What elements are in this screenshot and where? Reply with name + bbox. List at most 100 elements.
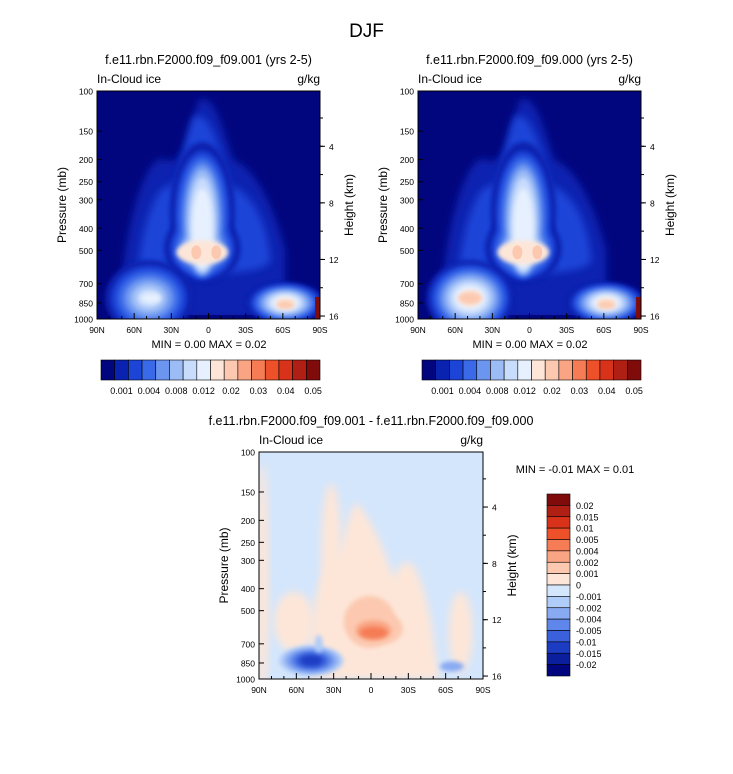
- colorbar-swatch: [546, 618, 571, 631]
- colorbar-swatch: [128, 359, 143, 381]
- colorbar-swatch: [264, 359, 280, 381]
- colorbar-swatch: [546, 641, 571, 654]
- colorbar-swatch: [546, 539, 571, 552]
- variable-label: In-Cloud ice: [97, 72, 161, 86]
- colorbar-label: 0.001: [576, 569, 599, 579]
- colorbar-swatch: [306, 359, 321, 381]
- y-right-tick-label: 16: [329, 312, 339, 322]
- colorbar-label: 0.01: [576, 524, 594, 534]
- colorbar-swatch: [546, 527, 571, 540]
- colorbar-swatch: [546, 584, 571, 597]
- x-tick-label: 60N: [289, 685, 305, 695]
- colorbar-label: 0.005: [576, 535, 599, 545]
- colorbar-swatch: [141, 359, 157, 381]
- y-tick-label: 200: [79, 155, 93, 165]
- y-tick-label: 100: [400, 87, 414, 97]
- core-peak-a: [191, 245, 202, 260]
- panel-title: f.e11.rbn.F2000.f09_f09.001 - f.e11.rbn.…: [209, 414, 534, 428]
- y-tick-label: 400: [79, 224, 93, 234]
- x-tick-label: 30S: [238, 325, 253, 335]
- colorbar-swatch: [182, 359, 198, 381]
- colorbar-label: -0.002: [576, 603, 602, 613]
- colorbar-label: 0.001: [110, 386, 133, 396]
- colorbar-label: 0.004: [138, 386, 161, 396]
- colorbar-swatch: [223, 359, 239, 381]
- y-tick-label: 850: [400, 298, 414, 308]
- colorbar-swatch: [476, 359, 491, 381]
- colorbar-label: 0.05: [304, 386, 322, 396]
- y-tick-label: 100: [241, 448, 255, 458]
- x-tick-label: 0: [206, 325, 211, 335]
- x-tick-label: 60S: [596, 325, 611, 335]
- panel-2: [417, 90, 646, 320]
- core-peak-a: [512, 245, 523, 260]
- colorbar-swatch: [421, 359, 436, 381]
- y-axis-label: Pressure (mb): [55, 167, 69, 243]
- colorbar-label: 0.002: [576, 558, 599, 568]
- diff-0.004: [359, 626, 388, 639]
- x-tick-label: 30N: [326, 685, 342, 695]
- x-tick-label: 30S: [401, 685, 416, 695]
- x-tick-label: 30S: [559, 325, 574, 335]
- stats-panel-1: MIN = 0.00 MAX = 0.02: [152, 339, 267, 351]
- antarctic-edge: [636, 296, 641, 319]
- colorbar-panel-2: 0.001 0.004 0.008 0.012 0.02 0.03 0.04 0.05: [421, 359, 643, 396]
- y-tick-label: 150: [79, 127, 93, 137]
- colorbar-swatch: [613, 359, 628, 381]
- colorbar-label: 0.012: [513, 386, 536, 396]
- y-tick-label: 400: [241, 584, 255, 594]
- diff-gap: [319, 452, 336, 472]
- colorbar-swatch: [546, 596, 571, 609]
- colorbar-swatch: [546, 607, 571, 620]
- figure-title: DJF: [349, 21, 384, 42]
- diff-positive-0: [310, 503, 440, 679]
- y-right-tick-label: 12: [329, 255, 339, 265]
- y-tick-label: 700: [241, 639, 255, 649]
- y-tick-label: 200: [400, 155, 414, 165]
- x-tick-label: 60N: [447, 325, 463, 335]
- x-tick-label: 60N: [126, 325, 142, 335]
- colorbar-swatch: [155, 359, 170, 381]
- core-peak-b: [211, 245, 222, 260]
- y-right-tick-label: 12: [650, 255, 660, 265]
- colorbar-swatch: [237, 359, 252, 381]
- colorbar-swatch: [503, 359, 519, 381]
- units-label: g/kg: [618, 72, 641, 86]
- y-tick-label: 1000: [236, 675, 255, 685]
- colorbar-swatch: [546, 550, 571, 563]
- x-tick-label: 30N: [164, 325, 180, 335]
- x-tick-label: 90S: [633, 325, 648, 335]
- diff-negative-spot: [314, 634, 323, 653]
- y-axis-label: Pressure (mb): [376, 167, 390, 243]
- x-tick-label: 90S: [475, 685, 490, 695]
- variable-label: In-Cloud ice: [418, 72, 482, 86]
- y-tick-label: 850: [241, 658, 255, 668]
- colorbar-swatch: [585, 359, 601, 381]
- y-tick-label: 850: [79, 298, 93, 308]
- colorbar-swatch: [627, 359, 642, 381]
- y-right-tick-label: 8: [492, 559, 497, 569]
- y-right-axis-label: Height (km): [663, 174, 677, 236]
- colorbar-swatch: [196, 359, 211, 381]
- colorbar-label: 0.03: [250, 386, 268, 396]
- y-right-axis-label: Height (km): [342, 174, 356, 236]
- y-tick-label: 300: [79, 195, 93, 205]
- colorbar-label: 0.03: [571, 386, 589, 396]
- y-tick-label: 300: [241, 556, 255, 566]
- colorbar-label: 0.008: [486, 386, 509, 396]
- colorbar-swatch: [546, 664, 571, 677]
- y-tick-label: 100: [79, 87, 93, 97]
- colorbar-label: 0.02: [576, 501, 594, 511]
- x-tick-label: 90N: [410, 325, 426, 335]
- colorbar-label: 0.004: [576, 546, 599, 556]
- diff-positive-sh: [448, 591, 473, 672]
- colorbar-label: 0: [576, 581, 581, 591]
- colorbar-swatch: [599, 359, 614, 381]
- y-tick-label: 150: [241, 487, 255, 497]
- colorbar-swatch: [435, 359, 450, 381]
- diff-positive-edge: [259, 463, 269, 679]
- x-tick-label: 0: [369, 685, 374, 695]
- y-right-tick-label: 8: [329, 198, 334, 208]
- colorbar-label: -0.004: [576, 615, 602, 625]
- nh-core: [141, 293, 162, 304]
